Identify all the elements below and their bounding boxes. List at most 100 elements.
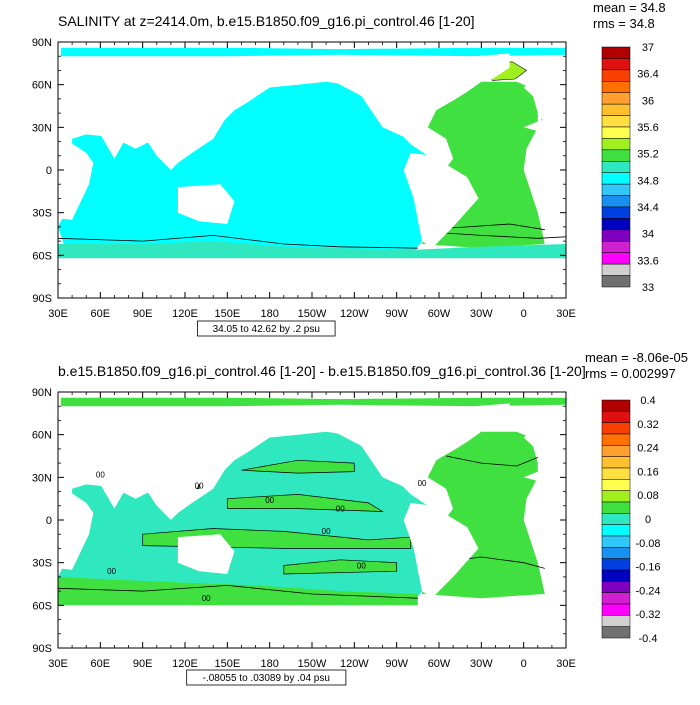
contour-label: 00 (336, 504, 345, 513)
contour-label: 00 (96, 470, 105, 479)
stat-mean: mean = 34.8 (593, 0, 666, 15)
southern-ocean-field (58, 241, 566, 259)
colorbar-swatch (601, 479, 631, 491)
land-greenland (467, 53, 510, 82)
colorbar-swatch (601, 115, 631, 128)
colorbar-label: 0.16 (637, 466, 658, 478)
colorbar-swatch (601, 615, 631, 627)
bottom-panel-difference-map: 000000000000000000b.e15.B1850.f09_g16.pi… (32, 350, 688, 686)
colorbar-swatch (601, 149, 631, 162)
colorbar-swatch (601, 569, 631, 582)
colorbar-swatch (601, 58, 631, 71)
colorbar-swatch (601, 69, 631, 82)
y-tick-label: 90S (32, 293, 52, 305)
land-australia (177, 184, 235, 224)
contour-label: 00 (107, 567, 116, 576)
contour-range-box (186, 669, 347, 686)
colorbar-label: 33.6 (637, 255, 658, 267)
colorbar-label: 36 (642, 95, 654, 107)
x-tick-label: 90E (133, 308, 153, 320)
colorbar-swatch (601, 433, 631, 446)
land-australia (177, 534, 235, 574)
colorbar-swatch (601, 206, 631, 219)
colorbar-swatch (601, 161, 631, 173)
colorbar-swatch (601, 241, 631, 253)
stat-rms: rms = 34.8 (593, 16, 655, 31)
positive-anomaly-band (283, 559, 398, 575)
contour-label: 00 (418, 479, 427, 488)
x-tick-label: 60E (91, 308, 111, 320)
colorbar-swatch (601, 195, 631, 208)
contour-line (58, 584, 418, 599)
colorbar-label: 37 (642, 42, 654, 54)
x-tick-label: 60E (91, 658, 111, 670)
colorbar-swatch (601, 92, 631, 105)
colorbar-swatch (601, 535, 631, 548)
colorbar-swatch (601, 138, 631, 151)
colorbar-swatch (601, 547, 631, 559)
x-tick-label: 60W (428, 308, 451, 320)
x-tick-label: 150E (214, 308, 240, 320)
land-europe (523, 417, 566, 464)
colorbar-swatch (601, 581, 631, 593)
pacific-indian-field (58, 81, 432, 256)
land-nw-africa (523, 117, 566, 139)
colorbar-label: -0.16 (635, 562, 660, 574)
colorbar-swatch (601, 411, 631, 423)
colorbar-label: 35.2 (637, 149, 658, 161)
contour-label: 00 (202, 594, 211, 603)
land-europe (523, 67, 566, 114)
colorbar-swatch (601, 592, 631, 605)
colorbar-swatch (601, 626, 631, 639)
x-tick-label: 30W (470, 308, 493, 320)
y-tick-label: 60N (32, 80, 52, 92)
y-tick-label: 90N (32, 37, 52, 49)
contour-range-box (197, 320, 336, 337)
y-tick-label: 30S (32, 208, 52, 220)
positive-anomaly-field (58, 576, 418, 606)
x-tick-label: 30E (48, 308, 68, 320)
colorbar-swatch (601, 490, 631, 503)
x-tick-label: 30E (48, 658, 68, 670)
colorbar-label: 0.4 (640, 395, 655, 407)
x-tick-label: 150W (298, 308, 327, 320)
contour-label: 00 (265, 496, 274, 505)
colorbar-swatch (601, 183, 631, 196)
y-tick-label: 30S (32, 558, 52, 570)
land-south-america (403, 152, 479, 249)
positive-anomaly-field (60, 397, 566, 407)
colorbar-label: -0.24 (635, 585, 660, 597)
x-tick-label: 0 (521, 658, 527, 670)
y-tick-label: 30N (32, 122, 52, 134)
positive-anomaly-band (226, 494, 384, 512)
colorbar-label: 33 (642, 282, 654, 294)
land-greenland (467, 403, 510, 432)
x-tick-label: 150W (298, 658, 327, 670)
colorbar-label: -0.08 (635, 538, 660, 550)
chart-title: b.e15.B1850.f09_g16.pi_control.46 [1-20]… (58, 363, 586, 379)
land-africa (58, 474, 94, 570)
x-tick-label: 180 (260, 308, 278, 320)
land-antarctica (58, 611, 566, 648)
colorbar-swatch (601, 513, 631, 525)
colorbar-label: 34.8 (637, 175, 658, 187)
colorbar-swatch (601, 603, 631, 616)
colorbar-label: 34.4 (637, 202, 658, 214)
land-nw-africa (523, 467, 566, 489)
stat-rms: rms = 0.002997 (585, 366, 676, 381)
contour-label: 00 (357, 561, 366, 570)
colorbar-swatch (601, 252, 631, 265)
contour-line (446, 455, 538, 467)
x-tick-label: 30E (556, 658, 576, 670)
x-tick-label: 60W (428, 658, 451, 670)
colorbar-label: 0 (645, 514, 651, 526)
land-north-america (309, 56, 482, 139)
x-tick-label: 0 (521, 308, 527, 320)
contour-label: 00 (195, 482, 204, 491)
y-tick-label: 0 (46, 515, 52, 527)
colorbar-swatch (601, 456, 631, 469)
y-tick-label: 60S (32, 250, 52, 262)
x-tick-label: 90E (133, 658, 153, 670)
contour-label: 00 (322, 527, 331, 536)
colorbar-label: 0.08 (637, 490, 658, 502)
